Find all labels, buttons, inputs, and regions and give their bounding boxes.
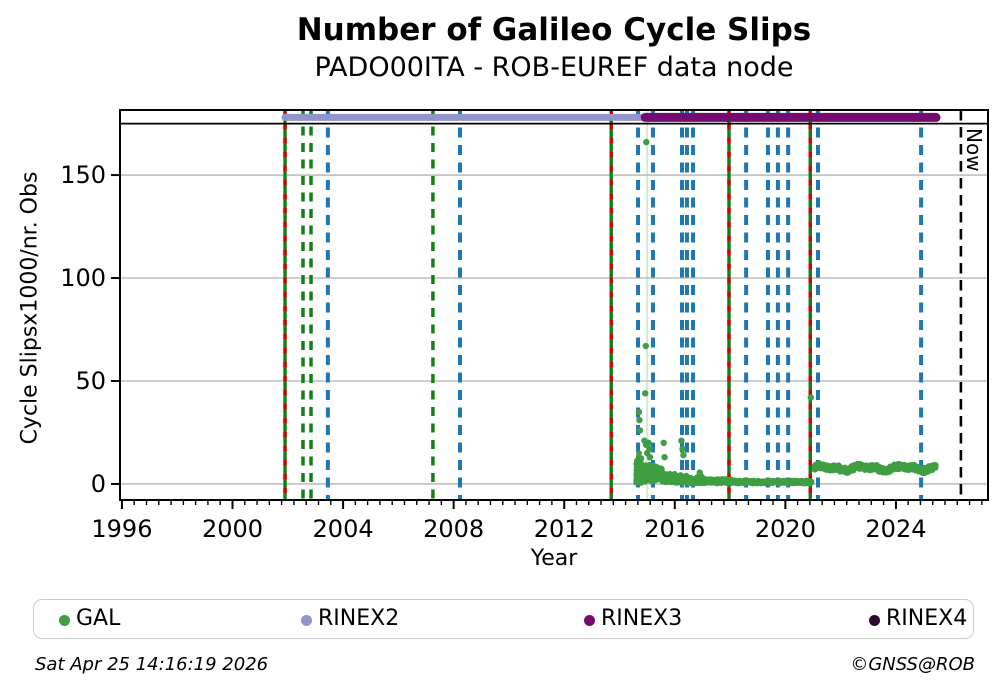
- legend-label: RINEX2: [318, 606, 400, 631]
- page-title: Number of Galileo Cycle Slips: [296, 12, 812, 48]
- x-tick-label: 2020: [755, 515, 816, 543]
- legend-label: GAL: [76, 606, 121, 631]
- chart-subtitle: PADO00ITA - ROB-EUREF data node: [314, 52, 794, 83]
- now-label: Now: [962, 128, 986, 172]
- y-tick-label: 100: [60, 264, 106, 292]
- axis-ticks: 1996 2000 2004 2008 2012 2016 2020 2024 0 50 100 15…: [60, 161, 983, 543]
- legend-label: RINEX3: [601, 606, 683, 631]
- legend-marker-gal: [59, 615, 70, 626]
- y-tick-label: 150: [60, 161, 106, 189]
- x-tick-label: 2004: [313, 515, 374, 543]
- x-tick-label: 2008: [423, 515, 484, 543]
- x-tick-label: 2016: [644, 515, 705, 543]
- x-tick-label: 2012: [534, 515, 595, 543]
- plot-content: [281, 110, 941, 500]
- copyright-text: ©GNSS@ROB: [850, 654, 975, 675]
- y-tick-label: 50: [75, 367, 106, 395]
- event-lines: [283, 110, 924, 500]
- x-tick-label: 2000: [202, 515, 263, 543]
- gal-scatter-points: [633, 138, 939, 487]
- x-tick-label: 1996: [91, 515, 152, 543]
- x-tick-label: 2024: [865, 515, 926, 543]
- timestamp-text: Sat Apr 25 14:16:19 2026: [35, 654, 269, 675]
- legend-marker-rinex4: [869, 615, 880, 626]
- x-axis-label: Year: [530, 546, 578, 571]
- legend: GAL RINEX2 RINEX3 RINEX4: [33, 599, 974, 639]
- legend-label: RINEX4: [886, 606, 968, 631]
- plot-frame: [119, 109, 989, 501]
- y-axis-label: Cycle Slipsx1000/nr. Obs: [17, 171, 43, 445]
- legend-marker-rinex3: [584, 615, 595, 626]
- legend-marker-rinex2: [301, 615, 312, 626]
- y-tick-label: 0: [91, 470, 106, 498]
- gridlines: [120, 174, 988, 485]
